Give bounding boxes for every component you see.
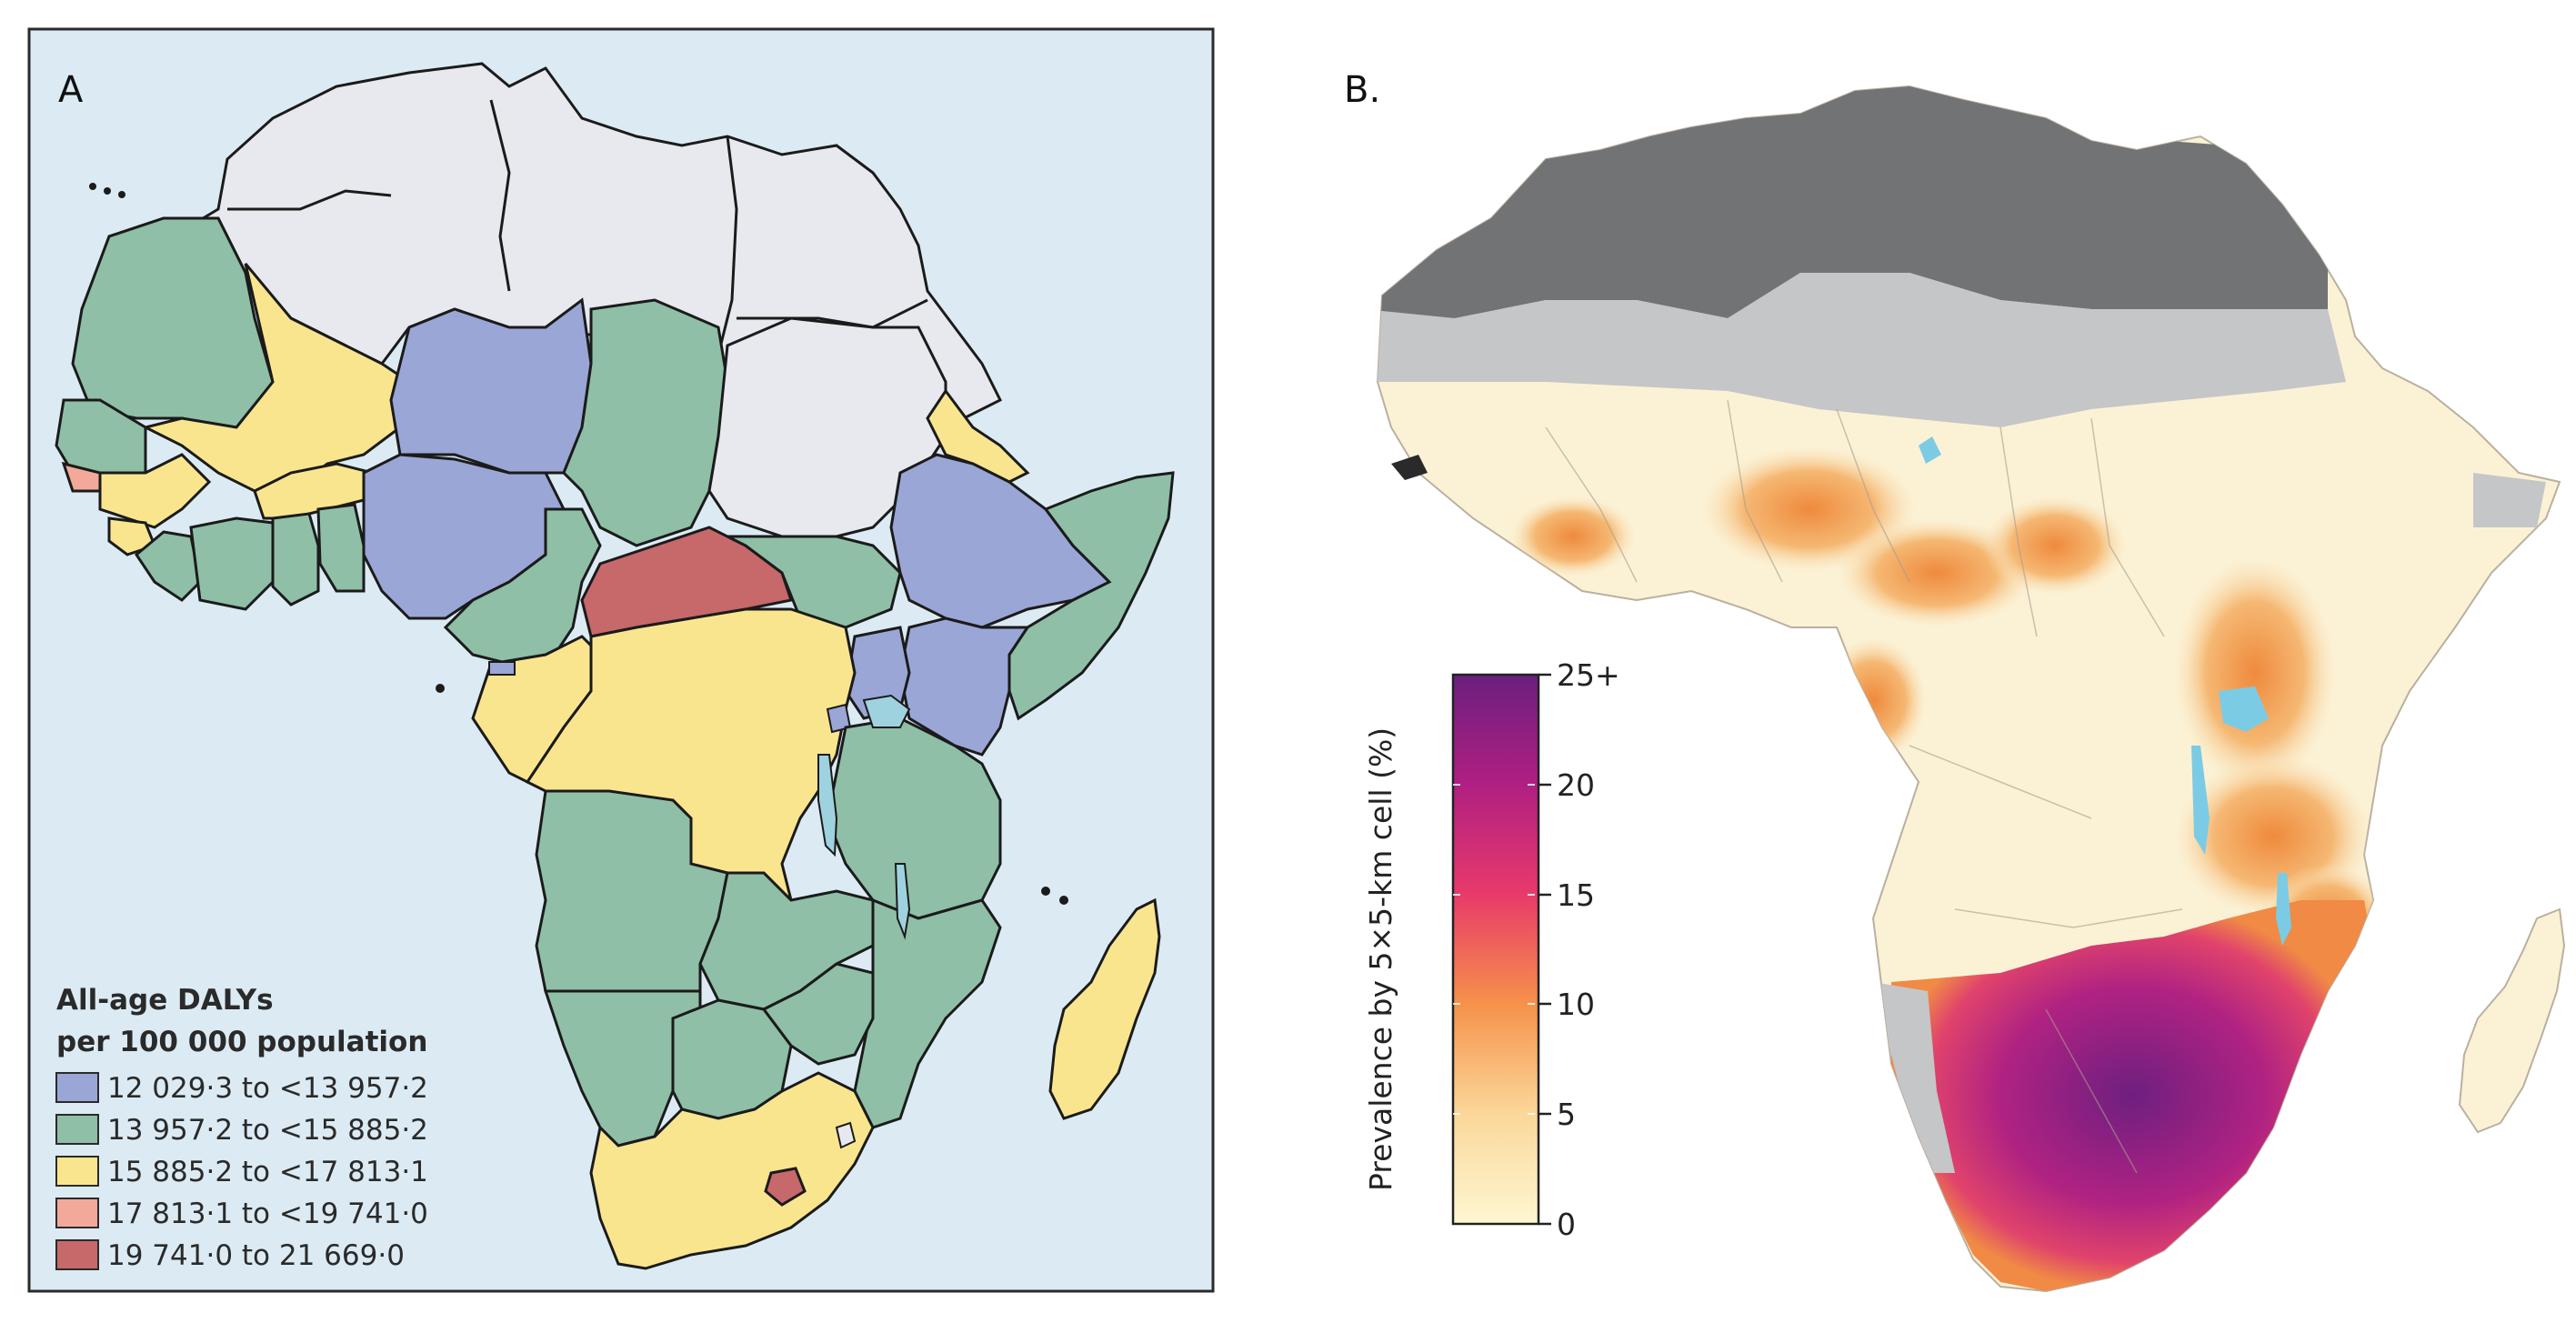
tick-label-15: 15 <box>1557 877 1595 913</box>
region-zimbabwe <box>761 962 875 1066</box>
panel-a-legend: All-age DALYs per 100 000 population 12 … <box>55 984 428 1272</box>
legend-swatch-5 <box>55 1239 99 1270</box>
region-niger <box>389 297 593 475</box>
legend-swatch-2 <box>55 1114 99 1145</box>
legend-swatch-4 <box>55 1198 99 1228</box>
legend-swatch-3 <box>55 1156 99 1187</box>
lake-chad-b <box>1919 436 1941 464</box>
region-guinea <box>98 453 212 529</box>
region-chad <box>562 298 729 547</box>
panel-b-overlays <box>1378 86 2546 1291</box>
panel-b-guinea-coast <box>1391 455 1428 480</box>
legend-label-5: 19 741·0 to 21 669·0 <box>107 1239 405 1272</box>
legend-label-2: 13 957·2 to <15 885·2 <box>107 1114 428 1147</box>
hotspot-west <box>1509 496 1637 577</box>
panel-b-label: B. <box>1344 69 1380 111</box>
island-canary-2 <box>104 187 111 195</box>
region-lesotho <box>764 1167 807 1207</box>
lake-tanganyika-b <box>2191 746 2210 855</box>
tick-label-25: 25+ <box>1557 657 1620 693</box>
panel-a-label: A <box>58 69 84 111</box>
lake-malawi <box>894 863 911 940</box>
island-comoros-1 <box>1041 887 1050 896</box>
tick-label-10: 10 <box>1557 987 1595 1022</box>
colorbar: 0 5 10 15 20 25+ Prevalence by 5×5-km ce… <box>1363 657 1620 1242</box>
excluded-sahel-light <box>1378 273 2346 427</box>
region-south-africa <box>589 1071 875 1270</box>
tick-label-5: 5 <box>1557 1097 1576 1132</box>
panel-a-map: A <box>27 27 1215 1293</box>
border-north-3 <box>737 298 928 329</box>
island-canary-3 <box>118 191 125 198</box>
hotspot-car <box>1982 496 2128 596</box>
excluded-horn <box>2473 473 2546 527</box>
border-north-4 <box>227 189 392 211</box>
legend-label-1: 12 029·3 to <13 957·2 <box>107 1072 428 1105</box>
legend-swatch-1 <box>55 1072 99 1103</box>
colorbar-bar <box>1451 673 1540 1226</box>
excluded-namibia-coast <box>1873 982 1955 1173</box>
legend-label-3: 15 885·2 to <17 813·1 <box>107 1156 428 1188</box>
region-sudan <box>707 316 947 538</box>
panel-b-map: B. <box>1344 69 2566 1293</box>
region-eq-guinea <box>488 661 516 676</box>
hotspot-east-1 <box>2173 555 2337 791</box>
region-eswatini <box>835 1121 857 1149</box>
region-eritrea <box>926 388 1030 484</box>
border-north-2 <box>717 135 738 356</box>
lake-tanganyika <box>817 754 838 857</box>
legend-title-line2: per 100 000 population <box>56 1026 427 1058</box>
legend-label-4: 17 813·1 to <19 741·0 <box>107 1198 428 1230</box>
region-namibia <box>543 989 702 1148</box>
lake-malawi-b <box>2276 873 2291 946</box>
colorbar-title: Prevalence by 5×5-km cell (%) <box>1363 727 1398 1191</box>
region-madagascar <box>1048 897 1161 1120</box>
lake-victoria-b <box>2219 687 2269 732</box>
region-togo-benin <box>316 503 366 593</box>
region-somalia <box>1007 471 1175 721</box>
border-north-1 <box>489 99 511 292</box>
region-south-sudan <box>727 535 902 629</box>
tick-label-0: 0 <box>1557 1207 1576 1242</box>
hotspot-southern-africa <box>1891 900 2373 1291</box>
lake-victoria <box>862 694 911 728</box>
region-ghana <box>271 512 320 606</box>
island-cape-verde <box>436 684 445 693</box>
island-canary-1 <box>89 183 96 190</box>
region-cote-divoire <box>189 516 275 611</box>
region-angola <box>535 789 729 993</box>
island-comoros-2 <box>1059 896 1068 905</box>
hotspot-gabon <box>1819 636 1928 764</box>
legend-title-line1: All-age DALYs <box>56 984 274 1017</box>
panel-b-madagascar <box>2458 907 2566 1134</box>
tick-label-20: 20 <box>1557 767 1595 803</box>
borders-b <box>1545 399 2183 1174</box>
